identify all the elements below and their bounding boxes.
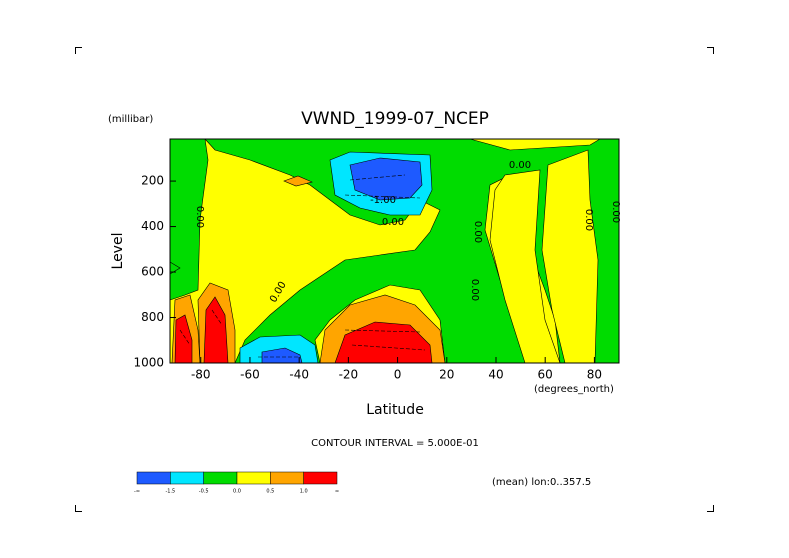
x-tick-label: -20 xyxy=(339,368,359,382)
colorbar-box xyxy=(303,471,338,485)
x-unit: (degrees_north) xyxy=(534,384,614,395)
y-axis-label: Level xyxy=(110,233,126,270)
x-tick-label: -60 xyxy=(240,368,260,382)
colorbar-label: -∞ xyxy=(134,489,140,495)
contour-label: 0.00 xyxy=(382,217,404,228)
footnote: (mean) lon:0..357.5 xyxy=(492,477,591,488)
contour-label: 0.00 xyxy=(509,160,531,171)
colorbar-label: -0.5 xyxy=(199,489,209,495)
contour-fill xyxy=(283,175,313,187)
corner-mark xyxy=(75,47,82,54)
contour-label: 0.00 xyxy=(472,221,483,243)
contour-line xyxy=(179,329,191,346)
colorbar-box xyxy=(203,471,238,485)
contour-label: 0.00 xyxy=(610,201,621,223)
colorbar-label: 0.0 xyxy=(233,489,241,495)
contour-fills xyxy=(169,138,620,364)
y-tick-label: 1000 xyxy=(133,356,164,370)
corner-marks xyxy=(75,47,714,512)
chart-title: VWND_1999-07_NCEP xyxy=(301,109,489,129)
y-tick-label: 600 xyxy=(141,265,164,279)
x-tick-label: -80 xyxy=(191,368,211,382)
corner-mark xyxy=(707,505,714,512)
contour-label: -1.00 xyxy=(370,195,396,206)
colorbar-label: 0.5 xyxy=(266,489,274,495)
corner-mark xyxy=(707,47,714,54)
x-tick-label: -40 xyxy=(289,368,309,382)
contour-interval: CONTOUR INTERVAL = 5.000E-01 xyxy=(311,438,479,449)
contour-fill xyxy=(261,347,303,364)
colorbar-box xyxy=(170,471,204,485)
x-tick-label: 0 xyxy=(394,368,402,382)
plot-frame xyxy=(169,138,620,364)
colorbar-label: 1.0 xyxy=(300,489,308,495)
y-unit: (millibar) xyxy=(108,114,153,125)
contour-fill xyxy=(349,157,423,201)
corner-mark xyxy=(75,505,82,512)
y-tick-label: 200 xyxy=(141,174,164,188)
contour-line xyxy=(211,309,223,326)
colorbar-label: ∞ xyxy=(335,489,339,495)
colorbar-box xyxy=(236,471,271,485)
colorbar-label: -1.5 xyxy=(165,489,175,495)
x-tick-label: 60 xyxy=(538,368,553,382)
contour-line xyxy=(344,194,421,199)
contour-label: 0.00 xyxy=(469,279,480,301)
x-tick-label: 20 xyxy=(439,368,454,382)
contour-fill xyxy=(169,138,209,301)
contour-label: 0.00 xyxy=(583,209,594,231)
x-tick-label: 40 xyxy=(488,368,503,382)
colorbar-box xyxy=(270,471,304,485)
colorbar-box xyxy=(136,471,171,485)
y-tick-label: 800 xyxy=(141,310,164,324)
contour-line xyxy=(349,174,406,181)
x-axis-label: Latitude xyxy=(366,402,424,418)
contour-label: 0.00 xyxy=(194,206,205,228)
y-tick-label: 400 xyxy=(141,219,164,233)
x-tick-label: 80 xyxy=(587,368,602,382)
contour-line xyxy=(344,329,421,333)
contour-line xyxy=(351,344,426,351)
